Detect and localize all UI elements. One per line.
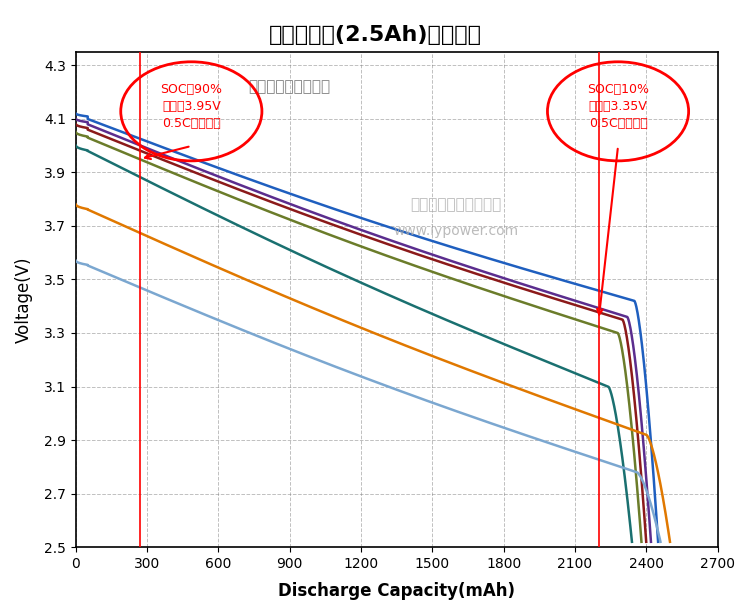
Text: www.iypower.com: www.iypower.com (394, 224, 519, 238)
Text: 深圳爱阳动力有限公司: 深圳爱阳动力有限公司 (410, 197, 502, 212)
Text: SOC＝90%
电压＝3.95V
0.5C放电情况: SOC＝90% 电压＝3.95V 0.5C放电情况 (160, 83, 222, 130)
Text: 不同高倍率放电曲线: 不同高倍率放电曲线 (249, 79, 331, 94)
Text: 三元锂电池(2.5Ah)放电曲线: 三元锂电池(2.5Ah)放电曲线 (268, 25, 482, 45)
X-axis label: Discharge Capacity(mAh): Discharge Capacity(mAh) (278, 582, 515, 600)
Text: SOC＝10%
电压＝3.35V
0.5C放电情况: SOC＝10% 电压＝3.35V 0.5C放电情况 (587, 83, 649, 130)
Y-axis label: Voltage(V): Voltage(V) (15, 256, 33, 343)
